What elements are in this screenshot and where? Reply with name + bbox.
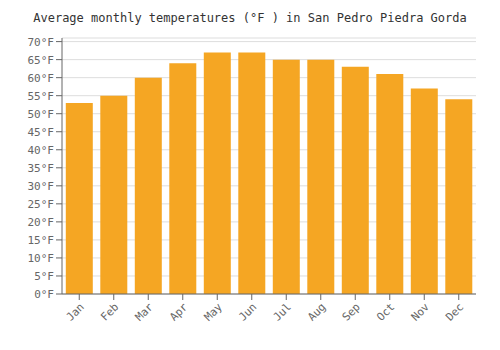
- html-text:Average monthly temperatures (: Average monthly temperatures (°F ) in Sa…: [33, 11, 467, 25]
- svg-text:May: May: [202, 300, 226, 324]
- svg-text:65°F: 65°F: [28, 54, 55, 67]
- svg-text:Aug: Aug: [305, 300, 328, 323]
- svg-text:Sep: Sep: [340, 300, 363, 323]
- svg-text:50°F: 50°F: [28, 108, 55, 121]
- svg-text:Jan: Jan: [64, 300, 87, 323]
- svg-text:Jul: Jul: [271, 300, 294, 323]
- svg-text:Nov: Nov: [409, 300, 433, 324]
- svg-text:Feb: Feb: [98, 300, 121, 323]
- svg-text:0°F: 0°F: [34, 288, 54, 301]
- svg-text:35°F: 35°F: [28, 162, 55, 175]
- svg-text:20°F: 20°F: [28, 216, 55, 229]
- svg-text:10°F: 10°F: [28, 252, 55, 265]
- svg-text:25°F: 25°F: [28, 198, 55, 211]
- svg-text:30°F: 30°F: [28, 180, 55, 193]
- svg-text:45°F: 45°F: [28, 126, 55, 139]
- svg-text:Mar: Mar: [133, 300, 157, 324]
- svg-text:5°F: 5°F: [34, 270, 54, 283]
- svg-text:Apr: Apr: [167, 300, 191, 324]
- svg-text:70°F: 70°F: [28, 36, 55, 49]
- svg-text:Jun: Jun: [236, 300, 259, 323]
- svg-text:Dec: Dec: [443, 300, 466, 323]
- svg-text:60°F: 60°F: [28, 72, 55, 85]
- svg-text:Oct: Oct: [374, 300, 397, 323]
- svg-text:40°F: 40°F: [28, 144, 55, 157]
- svg-text:15°F: 15°F: [28, 234, 55, 247]
- svg-text:55°F: 55°F: [28, 90, 55, 103]
